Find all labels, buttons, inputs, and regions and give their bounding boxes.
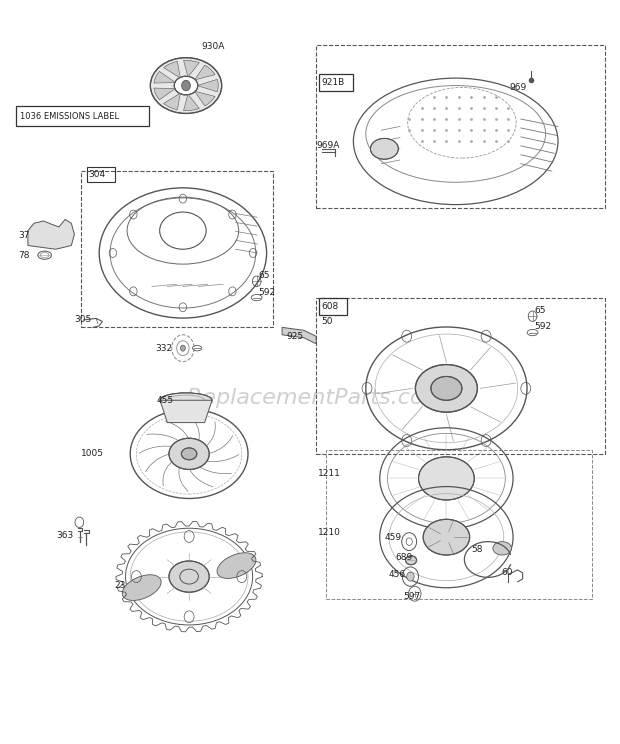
Polygon shape [154,88,175,100]
Text: 78: 78 [19,251,30,260]
Ellipse shape [415,365,477,412]
Polygon shape [184,94,199,111]
Bar [316,45,604,208]
Text: 1036 EMISSIONS LABEL: 1036 EMISSIONS LABEL [20,112,120,121]
Text: 455: 455 [157,396,174,405]
Circle shape [407,572,414,581]
Circle shape [180,345,185,351]
Text: 37: 37 [19,231,30,240]
Bar [326,450,592,599]
Text: 592: 592 [259,288,276,297]
Bar [16,106,149,126]
Ellipse shape [181,448,197,460]
Text: eReplacementParts.com: eReplacementParts.com [174,388,446,408]
Text: 592: 592 [534,322,552,331]
Text: 65: 65 [259,271,270,280]
Ellipse shape [160,393,212,408]
Text: 969A: 969A [316,141,340,150]
Text: 1005: 1005 [81,449,104,458]
Ellipse shape [405,556,417,565]
Text: 332: 332 [155,344,172,353]
Text: 925: 925 [286,332,304,341]
Polygon shape [282,327,316,344]
Text: 689: 689 [395,554,412,562]
Text: 456: 456 [388,570,405,579]
Circle shape [182,80,190,91]
Ellipse shape [493,542,512,555]
Text: 304: 304 [89,170,106,179]
Text: 597: 597 [403,592,420,601]
Polygon shape [164,93,180,110]
Ellipse shape [150,58,222,113]
Text: 930A: 930A [202,42,225,51]
Polygon shape [28,219,74,249]
Text: 921B: 921B [321,78,345,87]
Text: 969: 969 [510,83,527,92]
Polygon shape [164,61,180,78]
Text: 23: 23 [115,581,126,590]
Text: 1210: 1210 [318,528,341,537]
Polygon shape [197,80,218,92]
Bar [316,298,604,454]
Polygon shape [160,400,212,423]
Text: 1211: 1211 [318,469,341,478]
Text: 58: 58 [471,545,483,554]
Ellipse shape [371,138,398,159]
Bar [319,74,353,91]
Ellipse shape [174,77,198,94]
Ellipse shape [169,561,210,592]
Ellipse shape [169,438,210,469]
Text: 305: 305 [74,315,92,324]
Bar [319,298,347,315]
Polygon shape [195,92,215,106]
Ellipse shape [418,457,474,500]
Ellipse shape [423,519,470,555]
Text: 60: 60 [501,568,513,577]
Bar [81,171,273,327]
Ellipse shape [431,376,462,400]
Ellipse shape [122,575,161,600]
Text: 65: 65 [534,306,546,315]
Text: 608: 608 [321,302,339,311]
Bar [87,167,115,182]
Text: 363: 363 [56,531,73,540]
Polygon shape [184,60,199,77]
Polygon shape [195,65,215,80]
Text: 459: 459 [384,533,402,542]
Text: 50: 50 [321,317,333,326]
Ellipse shape [217,553,256,578]
Polygon shape [154,71,175,83]
